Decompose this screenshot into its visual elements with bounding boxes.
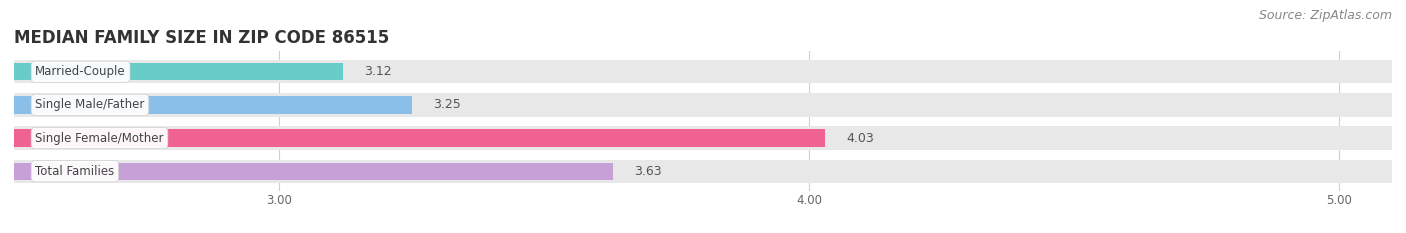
Text: Single Male/Father: Single Male/Father — [35, 98, 145, 111]
Text: Single Female/Mother: Single Female/Mother — [35, 132, 163, 144]
Text: 4.03: 4.03 — [846, 132, 875, 144]
Bar — [14, 96, 412, 113]
Text: 3.25: 3.25 — [433, 98, 461, 111]
Text: Total Families: Total Families — [35, 165, 114, 178]
Text: 3.12: 3.12 — [364, 65, 391, 78]
Text: 3.63: 3.63 — [634, 165, 662, 178]
Bar — [14, 160, 1392, 183]
Bar — [14, 60, 1392, 83]
Bar — [14, 93, 1392, 116]
Bar — [14, 163, 613, 180]
Bar — [14, 63, 343, 80]
Text: Married-Couple: Married-Couple — [35, 65, 127, 78]
Text: Source: ZipAtlas.com: Source: ZipAtlas.com — [1258, 9, 1392, 22]
Bar — [14, 127, 1392, 150]
Text: MEDIAN FAMILY SIZE IN ZIP CODE 86515: MEDIAN FAMILY SIZE IN ZIP CODE 86515 — [14, 29, 389, 47]
Bar — [14, 130, 825, 147]
